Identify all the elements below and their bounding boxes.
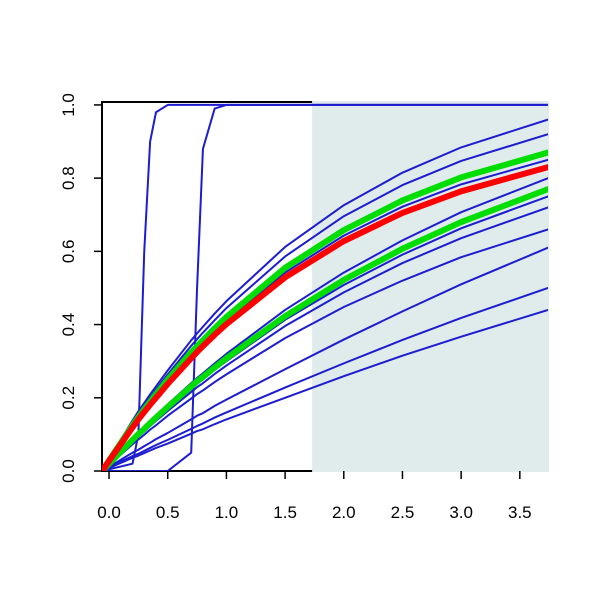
series-line: [102, 228, 548, 471]
x-tick-label: 3.0: [449, 503, 473, 522]
x-tick-label: 3.5: [508, 503, 532, 522]
series-line: [102, 164, 548, 471]
x-tick-label: 0.0: [97, 503, 121, 522]
x-tick-label: 1.0: [215, 503, 239, 522]
y-tick-label: 0.4: [59, 313, 78, 337]
y-tick-label: 0.2: [59, 386, 78, 410]
x-tick-label: 2.0: [332, 503, 356, 522]
series-line: [102, 186, 548, 471]
shaded-region: [312, 101, 549, 472]
x-tick-label: 1.5: [273, 503, 297, 522]
y-tick-label: 1.0: [59, 93, 78, 117]
series-line: [102, 103, 548, 471]
x-tick-label: 2.5: [391, 503, 415, 522]
series-line: [102, 118, 548, 471]
y-tick-label: 0.8: [59, 166, 78, 190]
y-tick-label: 0.6: [59, 240, 78, 264]
y-tick-label: 0.0: [59, 459, 78, 483]
series-line: [102, 308, 548, 471]
series-line: [102, 246, 548, 471]
x-tick-label: 0.5: [156, 503, 180, 522]
lines: [102, 103, 548, 471]
series-line: [102, 286, 548, 471]
